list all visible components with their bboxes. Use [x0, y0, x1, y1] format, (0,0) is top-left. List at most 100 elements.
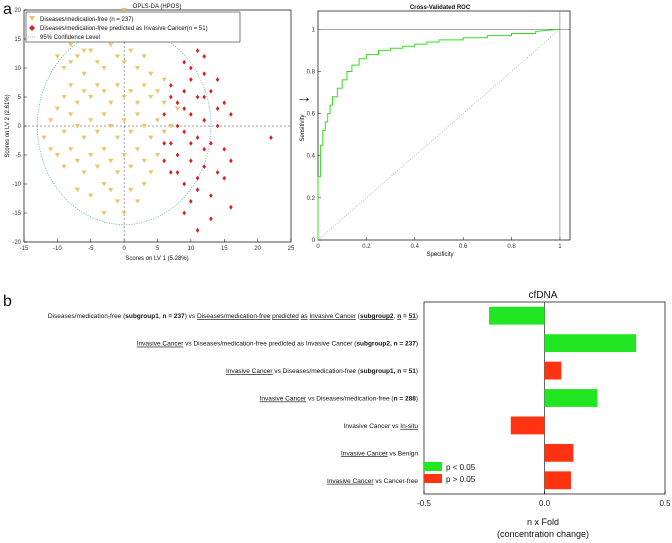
scatter-point-free — [54, 54, 60, 59]
scatter-point-free — [161, 129, 167, 135]
bar-category-label-segment: vs Cancer-free — [374, 478, 419, 485]
scatter-point-free — [128, 89, 134, 94]
scatter-point-free — [154, 153, 161, 158]
roc-x-tick-label: 0 — [316, 244, 320, 250]
scatter-y-tick-label: -15 — [12, 211, 21, 217]
bar-category-label-segment: Invasive Cancer — [341, 450, 388, 457]
scatter-point-predicted — [195, 94, 200, 100]
bar-mark — [544, 471, 572, 490]
scatter-point-free — [148, 135, 154, 140]
scatter-point-predicted — [202, 164, 207, 169]
scatter-point-free — [174, 106, 181, 111]
scatter-point-predicted — [195, 48, 200, 53]
scatter-point-free — [134, 147, 141, 152]
scatter-x-tick-label: -15 — [20, 246, 29, 252]
confidence-ellipse — [36, 27, 212, 225]
bar-category-label-segment: n = 237 — [162, 313, 185, 320]
scatter-point-free — [68, 83, 74, 88]
bar-mark — [544, 443, 574, 462]
bar-mark — [544, 334, 637, 353]
bar-category-label-segment: subgroup1, n = 51 — [360, 368, 416, 375]
scatter-point-free — [88, 118, 94, 123]
bar-category-label: Invasive Cancer vs Benign — [341, 450, 418, 457]
scatter-point-predicted — [175, 152, 180, 158]
bar-category-label: Invasive Cancer vs Diseases/medication-f… — [260, 396, 418, 403]
scatter-point-free — [148, 170, 154, 175]
roc-axes-box — [317, 10, 571, 241]
bar-category-label: Diseases/medication-free (subgroup1, n =… — [48, 313, 418, 320]
scatter-point-free — [74, 54, 80, 59]
scatter-point-predicted — [189, 65, 193, 71]
bar-category-label-segment: vs Diseases/medication-free ( — [273, 368, 361, 375]
scatter-point-free — [114, 135, 121, 140]
scatter-point-predicted — [269, 135, 273, 140]
scatter-point-predicted — [169, 94, 173, 100]
scatter-point-predicted — [189, 112, 193, 117]
scatter-y-tick-label: 5 — [18, 95, 22, 101]
scatter-point-predicted — [182, 88, 186, 94]
roc-x-axis-label: Specificity — [426, 252, 453, 258]
bar-x-tick-label: -0.5 — [417, 499, 431, 508]
scatter-point-predicted — [195, 187, 200, 193]
bar-category-label-segment: ) — [416, 341, 418, 348]
scatter-point-free — [54, 153, 60, 158]
scatter-point-free — [161, 77, 167, 82]
bar-category-label-segment: ) — [416, 368, 418, 375]
scatter-point-free — [81, 48, 87, 53]
roc-y-tick-label: 0.8 — [307, 69, 316, 75]
legend-label-nonsignificant: p > 0.05 — [446, 475, 476, 484]
scatter-x-tick-label: -10 — [53, 246, 62, 252]
scatter-point-predicted — [222, 100, 227, 106]
bar-category-label-segment: = — [401, 313, 408, 320]
scatter-point-free — [128, 129, 134, 135]
scatter-point-predicted — [209, 88, 213, 94]
scatter-point-predicted — [169, 170, 173, 175]
scatter-point-predicted — [229, 158, 233, 164]
bar-mark — [489, 306, 545, 325]
scatter-point-free — [61, 66, 67, 71]
scatter-title: OPLS-DA (HPOS) — [133, 4, 182, 10]
bar-category-label-segment: In-situ — [400, 423, 418, 430]
scatter-point-predicted — [195, 228, 200, 233]
scatter-point-free — [94, 83, 101, 88]
bar-category-label-segment: Diseases/medication-free ( — [48, 313, 126, 320]
panel-label-b: b — [3, 293, 12, 310]
bar-x-axis-label-line2: (concentration change) — [497, 529, 589, 539]
scatter-legend: Diseases/medication-free (n = 237) Disea… — [25, 11, 241, 43]
legend-label-significant: p < 0.05 — [446, 463, 476, 472]
scatter-point-predicted — [222, 146, 227, 152]
scatter-point-predicted — [195, 135, 200, 140]
scatter-legend-box — [25, 11, 241, 43]
scatter-point-free — [161, 100, 167, 106]
scatter-point-free — [74, 100, 80, 106]
scatter-y-tick-label: -5 — [16, 153, 22, 159]
roc-y-axis-label: Sensitivity — [300, 114, 306, 141]
scatter-point-predicted — [209, 141, 213, 146]
bar-category-label-segment: subgroup1 — [125, 313, 159, 320]
bar-chart-title: cfDNA — [529, 290, 558, 301]
legend-marker-predicted — [29, 25, 35, 31]
legend-marker-free — [29, 16, 35, 21]
bar-category-label: Invasive Cancer vs Diseases/medication-f… — [137, 341, 418, 348]
scatter-point-predicted — [215, 106, 220, 111]
scatter-point-predicted — [189, 158, 193, 164]
scatter-point-free — [121, 211, 127, 216]
scatter-point-free — [121, 8, 127, 13]
scatter-point-free — [94, 60, 101, 65]
bar-category-label-segment: 51 — [409, 313, 417, 320]
scatter-point-free — [74, 187, 80, 193]
roc-x-tick-label: 0.6 — [459, 244, 468, 250]
scatter-point-predicted — [229, 204, 233, 210]
roc-y-tick-label: 0.6 — [307, 112, 316, 118]
bar-category-label-segment: vs Diseases/medication-free ( — [306, 396, 394, 403]
scatter-point-predicted — [162, 112, 166, 117]
legend-label-confidence: 95% Confidence Level — [40, 35, 100, 41]
bar-category-label-segment: , — [159, 313, 163, 320]
scatter-point-free — [114, 54, 121, 59]
opls-da-scatter-chart: OPLS-DA (HPOS) -15 -10 -5 0 5 10 15 20 25-20-15-… — [5, 4, 295, 262]
bar-category-label-segment: Invasive Cancer — [309, 313, 356, 320]
scatter-point-free — [101, 112, 107, 117]
scatter-point-free — [88, 153, 94, 158]
scatter-x-tick-label: 0 — [122, 246, 126, 252]
scatter-point-free — [61, 164, 67, 169]
